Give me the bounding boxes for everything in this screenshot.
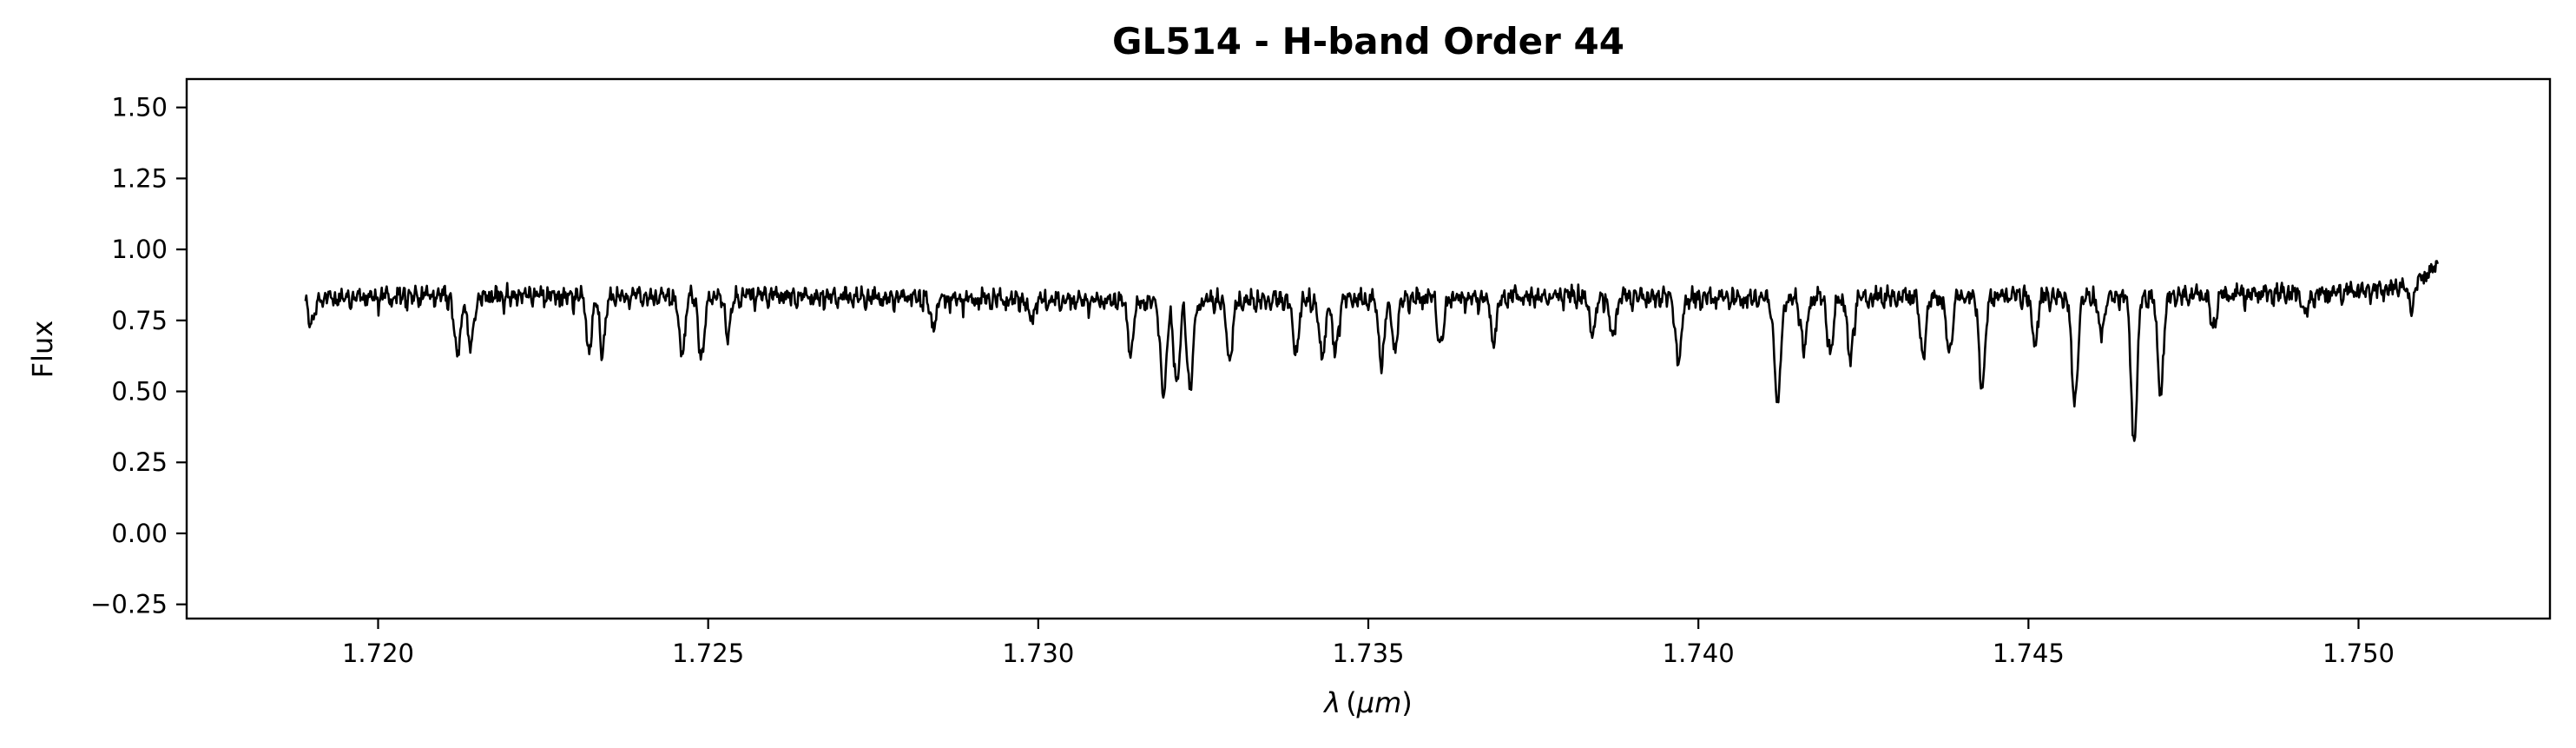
y-tick-label: −0.25 <box>90 590 168 619</box>
chart-title: GL514 - H-band Order 44 <box>1112 20 1624 63</box>
y-tick-label: 1.25 <box>111 163 168 193</box>
x-tick-label: 1.720 <box>342 639 414 668</box>
x-tick-label: 1.745 <box>1993 639 2065 668</box>
plot-area-frame <box>185 77 2552 620</box>
y-tick-label: 0.25 <box>111 447 168 477</box>
x-tick-label: 1.730 <box>1002 639 1074 668</box>
y-tick-label: 0.50 <box>111 377 168 407</box>
x-tick-label: 1.750 <box>2322 639 2395 668</box>
x-axis-label-close: ) <box>1401 686 1412 719</box>
x-tick-label: 1.735 <box>1332 639 1404 668</box>
x-tick-label: 1.740 <box>1663 639 1735 668</box>
x-tick-label: 1.725 <box>672 639 744 668</box>
x-axis-ticks: 1.720 1.725 1.730 1.735 1.740 1.745 1.750 <box>342 619 2395 668</box>
x-axis-label: λ (μm) <box>1322 686 1412 719</box>
x-axis-label-open: ( <box>1346 686 1356 719</box>
y-axis-label: Flux <box>26 321 59 379</box>
y-tick-label: 0.00 <box>111 519 168 548</box>
y-tick-label: 1.50 <box>111 93 168 122</box>
y-tick-label: 1.00 <box>111 235 168 264</box>
flux-series-line <box>304 260 2439 442</box>
y-tick-label: 0.75 <box>111 306 168 335</box>
y-axis-ticks: −0.25 0.00 0.25 0.50 0.75 1.00 1.25 1.50 <box>90 93 187 619</box>
x-axis-label-lambda: λ <box>1322 686 1341 719</box>
x-axis-label-unit: μm <box>1356 686 1402 719</box>
